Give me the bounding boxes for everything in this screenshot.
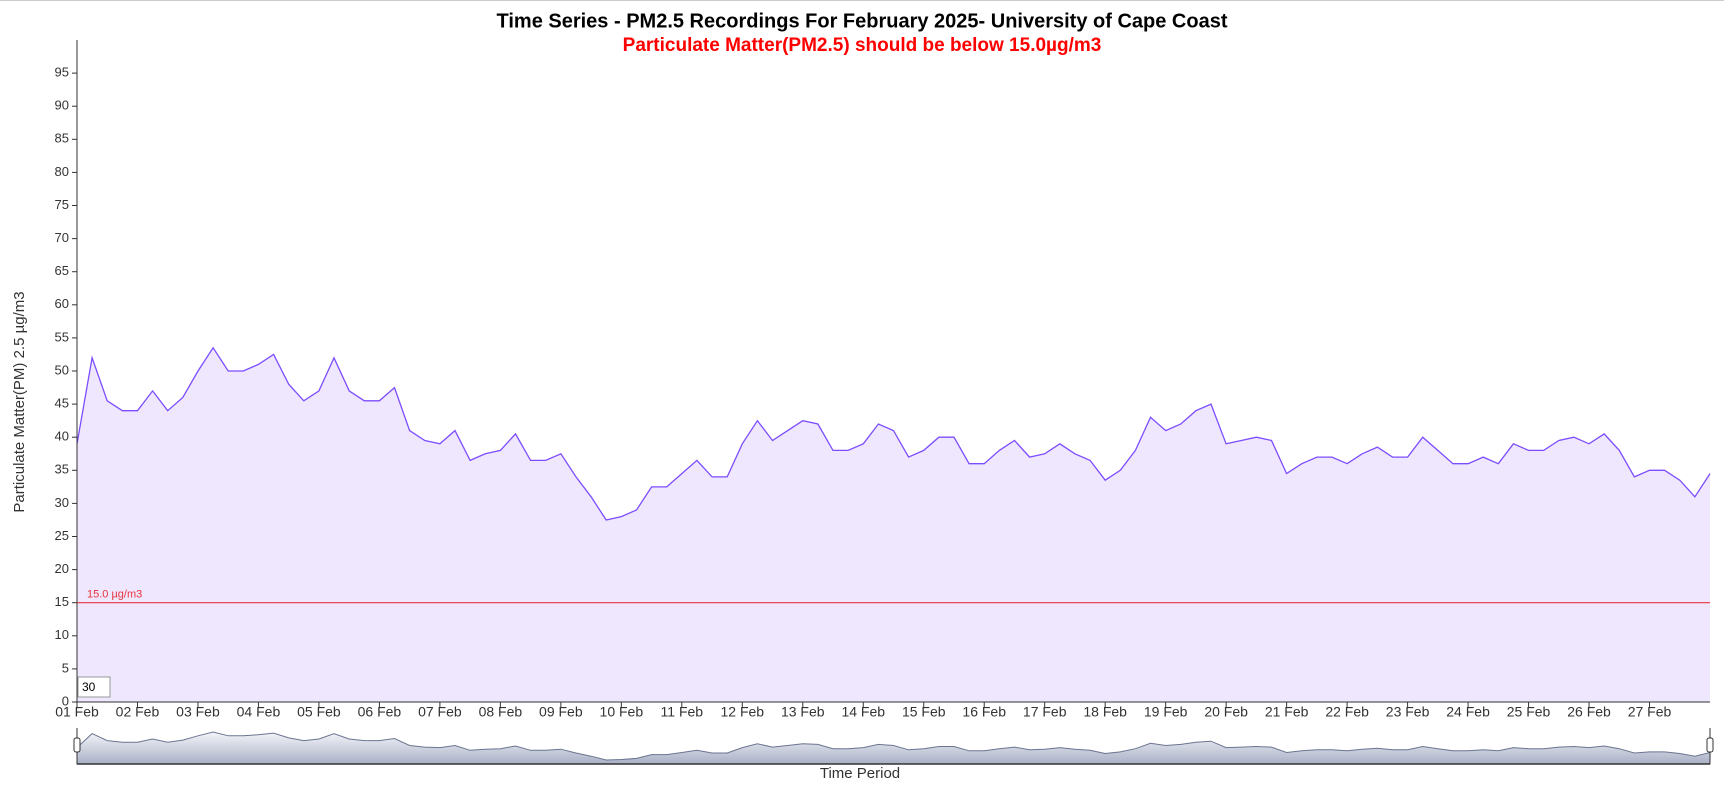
x-tick-label: 17 Feb <box>1023 704 1067 720</box>
x-tick-label: 05 Feb <box>297 704 341 720</box>
x-tick-label: 08 Feb <box>479 704 523 720</box>
y-axis-label: Particulate Matter(PM) 2.5 µg/m3 <box>11 291 28 512</box>
x-tick-label: 23 Feb <box>1386 704 1430 720</box>
x-axis-label: Time Period <box>820 765 900 782</box>
y-tick-label: 15 <box>55 594 69 609</box>
rolling-input[interactable] <box>77 676 111 698</box>
x-tick-label: 06 Feb <box>358 704 402 720</box>
x-tick-label: 25 Feb <box>1507 704 1551 720</box>
x-tick-label: 04 Feb <box>237 704 281 720</box>
y-tick-label: 85 <box>55 131 69 146</box>
x-tick-label: 15 Feb <box>902 704 946 720</box>
y-tick-label: 40 <box>55 429 69 444</box>
chart-title: Time Series - PM2.5 Recordings For Febru… <box>497 10 1228 32</box>
y-tick-label: 80 <box>55 164 69 179</box>
x-tick-label: 01 Feb <box>55 704 99 720</box>
x-tick-label: 24 Feb <box>1446 704 1490 720</box>
x-tick-label: 20 Feb <box>1204 704 1248 720</box>
rolling-input-value: 30 <box>82 680 96 694</box>
x-tick-label: 18 Feb <box>1083 704 1127 720</box>
x-tick-label: 02 Feb <box>116 704 160 720</box>
navigator-handle[interactable] <box>73 737 81 753</box>
y-tick-label: 90 <box>55 98 69 113</box>
x-tick-label: 14 Feb <box>841 704 885 720</box>
chart-subtitle: Particulate Matter(PM2.5) should be belo… <box>623 35 1102 56</box>
y-tick-label: 30 <box>55 495 69 510</box>
x-tick-label: 16 Feb <box>962 704 1006 720</box>
y-tick-label: 5 <box>62 660 69 675</box>
threshold-label: 15.0 µg/m3 <box>87 589 142 601</box>
x-tick-label: 19 Feb <box>1144 704 1188 720</box>
y-tick-label: 50 <box>55 362 69 377</box>
y-tick-label: 75 <box>55 197 69 212</box>
x-tick-label: 27 Feb <box>1628 704 1672 720</box>
y-tick-label: 35 <box>55 462 69 477</box>
data-line <box>76 346 1711 521</box>
y-tick-label: 25 <box>55 528 69 543</box>
x-tick-label: 10 Feb <box>600 704 644 720</box>
navigator-area <box>76 731 1711 765</box>
x-tick-label: 09 Feb <box>539 704 583 720</box>
y-tick-label: 65 <box>55 263 69 278</box>
y-tick-label: 10 <box>55 627 69 642</box>
y-tick-label: 55 <box>55 329 69 344</box>
x-tick-label: 07 Feb <box>418 704 462 720</box>
navigator-handle[interactable] <box>1706 737 1714 753</box>
area-fill <box>77 347 1710 702</box>
x-tick-label: 03 Feb <box>176 704 220 720</box>
x-tick-label: 22 Feb <box>1325 704 1369 720</box>
y-tick-label: 45 <box>55 396 69 411</box>
x-tick-label: 13 Feb <box>781 704 825 720</box>
y-tick-label: 60 <box>55 296 69 311</box>
y-tick-label: 70 <box>55 230 69 245</box>
x-tick-label: 26 Feb <box>1567 704 1611 720</box>
y-tick-label: 95 <box>55 65 69 80</box>
x-tick-label: 21 Feb <box>1265 704 1309 720</box>
x-tick-label: 11 Feb <box>661 704 704 720</box>
y-tick-label: 0 <box>62 693 69 708</box>
x-tick-label: 12 Feb <box>720 704 764 720</box>
y-tick-label: 20 <box>55 561 69 576</box>
